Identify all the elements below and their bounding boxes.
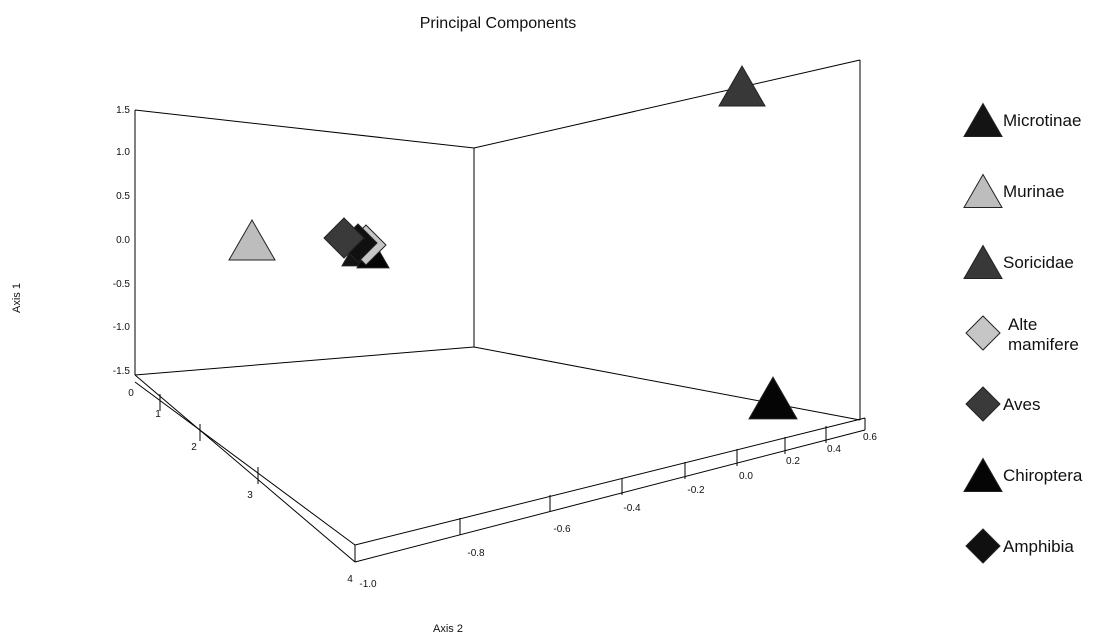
legend-marker: [963, 244, 1003, 280]
legend-item: Murinae: [963, 173, 1064, 209]
x-axis-title: Axis 2: [433, 623, 463, 635]
legend-marker: [965, 315, 1001, 351]
x-tick-label: 0.0: [739, 471, 753, 482]
y-tick-labels: 1.5 1.0 0.5 0.0 -0.5 -1.0 -1.5: [113, 105, 131, 377]
z-tick-label: 1: [155, 409, 161, 420]
floor-front-left: [134, 374, 356, 563]
y-tick-label: 1.5: [116, 105, 130, 116]
y-tick-label: -0.5: [113, 279, 131, 290]
data-point: [228, 218, 276, 261]
legend-label: Alte: [1008, 315, 1037, 334]
legend-label: Chiroptera: [1003, 466, 1083, 485]
plot-frame: [134, 59, 866, 563]
data-point: [718, 64, 766, 107]
x-tick-label: -1.0: [359, 579, 377, 590]
y-tick-label: -1.0: [113, 322, 131, 333]
legend-label: Microtinae: [1003, 111, 1081, 130]
floor-left-bar: [134, 381, 356, 546]
x-tick-label: -0.2: [687, 485, 705, 496]
legend-item: Amphibia: [965, 528, 1074, 564]
legend-marker: [963, 457, 1003, 493]
data-markers: [228, 64, 798, 420]
tick-marks: [159, 394, 827, 535]
z-tick-label: 4: [347, 574, 353, 585]
data-point: [748, 376, 798, 420]
y-tick-label: 0.5: [116, 191, 130, 202]
x-tick-label: -0.4: [623, 503, 641, 514]
floor-back-left: [134, 346, 475, 376]
legend-label: mamifere: [1008, 335, 1079, 354]
legend-marker: [965, 528, 1001, 564]
legend-item: Microtinae: [963, 102, 1081, 138]
legend-item: Soricidae: [963, 244, 1074, 280]
y-axis-title: Axis 1: [11, 283, 23, 313]
data-point: [323, 217, 365, 259]
chart-title: Principal Components: [420, 15, 577, 32]
legend-marker: [963, 102, 1003, 138]
x-tick-labels: -1.0 -0.8 -0.6 -0.4 -0.2 0.0 0.2 0.4 0.6: [359, 432, 877, 590]
y-tick-label: 0.0: [116, 235, 130, 246]
legend-label: Soricidae: [1003, 253, 1074, 272]
legend-label: Murinae: [1003, 182, 1064, 201]
floor-front-bar: [354, 417, 866, 546]
z-tick-label: 0: [128, 388, 134, 399]
x-tick-label: -0.6: [553, 524, 571, 535]
z-tick-label: 3: [247, 490, 253, 501]
x-tick-label: 0.6: [863, 432, 877, 443]
z-tick-label: 2: [191, 442, 197, 453]
z-tick-labels: 0 1 2 3 4: [128, 388, 353, 585]
x-tick-label: -0.8: [467, 548, 485, 559]
legend-label: Aves: [1003, 395, 1041, 414]
x-tick-label: 0.2: [786, 456, 800, 467]
legend-label: Amphibia: [1003, 537, 1074, 556]
y-tick-label: -1.5: [113, 366, 131, 377]
right-top-edge: [473, 59, 861, 149]
x-tick-label: 0.4: [827, 444, 841, 455]
legend-item: Chiroptera: [963, 457, 1083, 493]
y-tick-label: 1.0: [116, 147, 130, 158]
back-top-edge: [134, 109, 475, 149]
legend-marker: [965, 386, 1001, 422]
legend-marker: [963, 173, 1003, 209]
legend-item: Aves: [965, 386, 1041, 422]
floor-front-bar-2: [354, 429, 866, 563]
floor-back-right: [473, 346, 861, 421]
